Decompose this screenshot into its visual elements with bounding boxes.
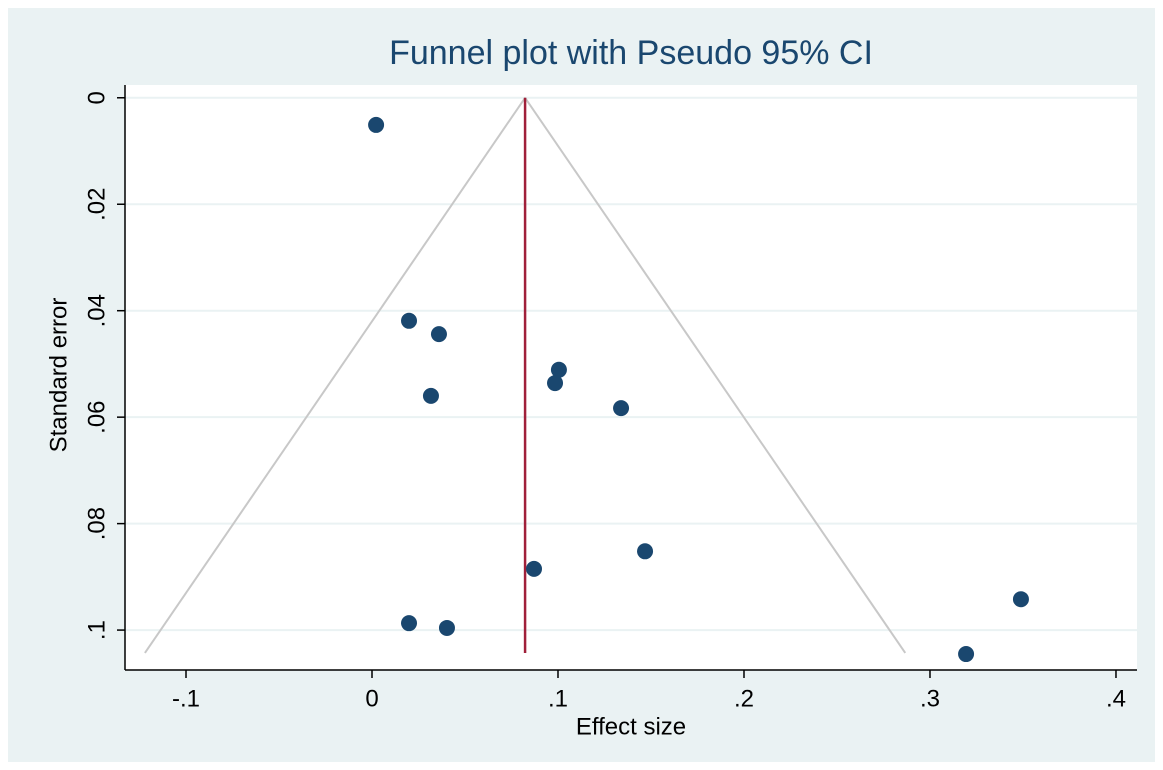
point (368, 116, 385, 133)
point (958, 646, 975, 663)
x-axis-label: Effect size (576, 713, 686, 740)
y-tick-label: .08 (83, 507, 110, 540)
x-tick-label: .3 (920, 685, 940, 712)
x-tick-label: .4 (1106, 685, 1126, 712)
y-axis-label: Standard error (45, 298, 72, 453)
ci-lower (144, 97, 526, 654)
point (547, 375, 564, 392)
chart-title: Funnel plot with Pseudo 95% CI (389, 34, 873, 72)
point (550, 361, 567, 378)
y-tick-label: .1 (83, 620, 110, 640)
point (526, 560, 543, 577)
x-tick-label: .2 (734, 685, 754, 712)
y-tick-label: 0 (83, 91, 110, 104)
point (401, 312, 418, 329)
point (1012, 591, 1029, 608)
point (613, 400, 630, 417)
point (438, 619, 455, 636)
y-tick-label: .02 (83, 188, 110, 221)
x-tick-label: 0 (365, 685, 378, 712)
point (422, 387, 439, 404)
point (401, 615, 418, 632)
plot-region (125, 85, 1137, 670)
point (430, 326, 447, 343)
y-tick-label: .04 (83, 294, 110, 327)
ci-upper (524, 97, 907, 654)
point (637, 543, 654, 560)
x-tick-label: .1 (548, 685, 568, 712)
x-tick-label: -.1 (172, 685, 200, 712)
y-tick-label: .06 (83, 400, 110, 433)
